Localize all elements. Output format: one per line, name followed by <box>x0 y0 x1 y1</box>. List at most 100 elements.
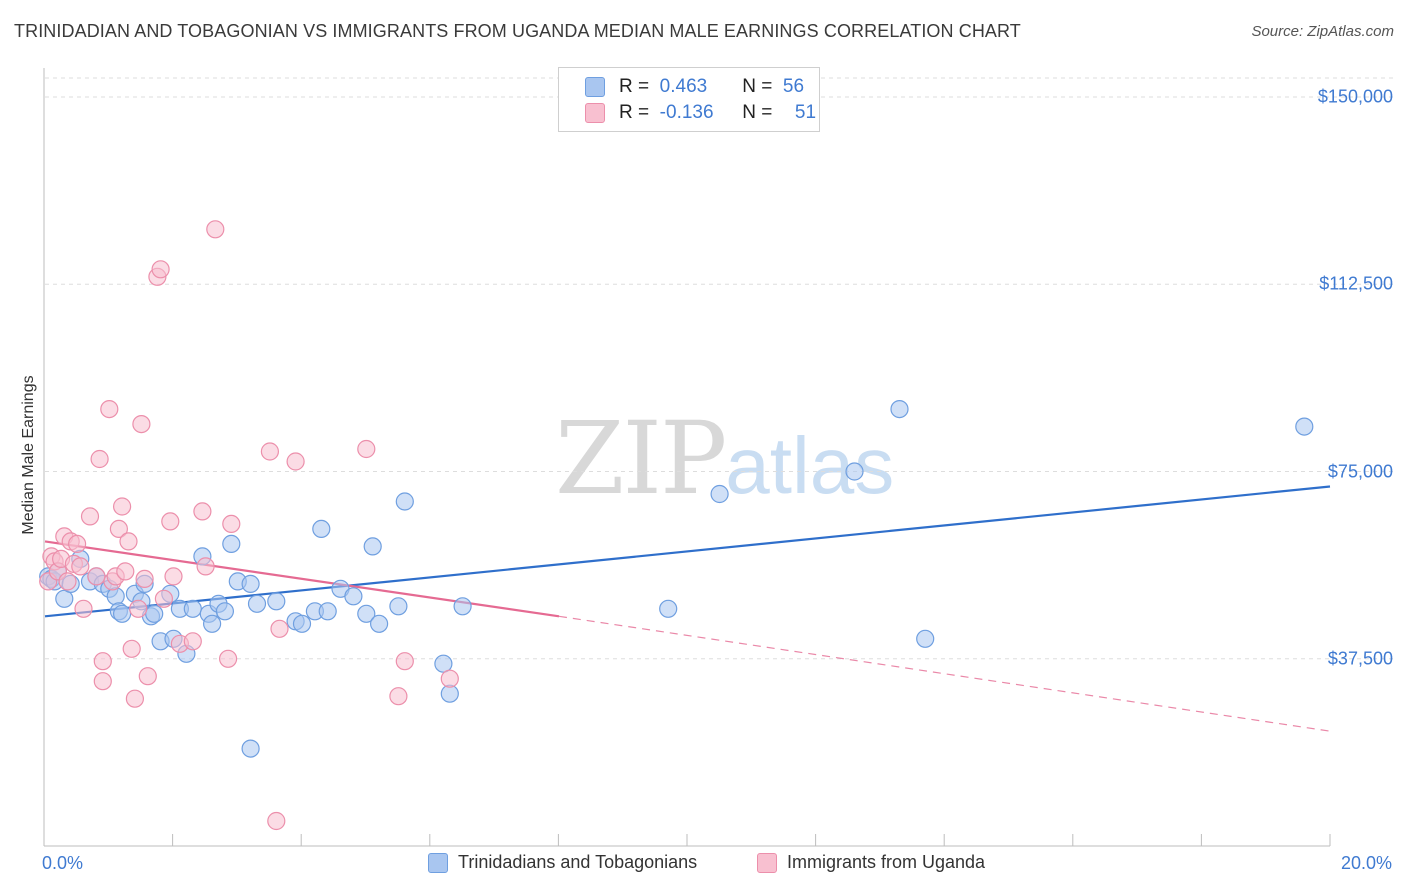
point-trinidadian-27 <box>203 614 222 633</box>
point-trinidadian-49 <box>453 597 472 616</box>
legend-label-uganda: Immigrants from Uganda <box>787 852 986 872</box>
point-uganda-16 <box>93 672 112 691</box>
n-label: N = <box>742 76 773 97</box>
point-uganda-46 <box>357 439 376 459</box>
y-tick-label-0: $37,500 <box>1327 648 1393 669</box>
legend-swatch-trinidadian <box>428 852 448 873</box>
point-uganda-28 <box>135 569 154 589</box>
axes <box>43 68 1331 847</box>
point-trinidadian-29 <box>215 602 234 621</box>
watermark-zip: ZIP <box>555 400 727 517</box>
point-trinidadian-45 <box>389 597 408 616</box>
r-value: 0.463 <box>659 76 708 97</box>
point-uganda-9 <box>67 534 87 554</box>
point-uganda-6 <box>58 572 77 591</box>
n-value: 56 <box>782 76 805 97</box>
point-uganda-20 <box>109 519 129 539</box>
point-trinidadian-46 <box>395 492 414 511</box>
point-trinidadian-36 <box>292 614 312 633</box>
legend-swatch-uganda <box>757 852 777 873</box>
point-uganda-49 <box>440 669 459 688</box>
point-uganda-17 <box>100 400 119 419</box>
point-uganda-40 <box>219 649 238 668</box>
y-tick-label-1: $75,000 <box>1327 461 1393 481</box>
point-uganda-29 <box>138 667 157 686</box>
point-uganda-22 <box>116 562 135 581</box>
watermark-atlas: atlas <box>725 421 895 510</box>
point-trinidadian-55 <box>916 629 935 648</box>
point-trinidadian-13 <box>112 604 132 623</box>
point-trinidadian-53 <box>845 462 864 481</box>
point-uganda-38 <box>196 557 215 576</box>
point-uganda-39 <box>206 220 225 239</box>
point-uganda-21 <box>112 497 132 516</box>
point-trinidadian-41 <box>344 587 363 606</box>
point-uganda-24 <box>122 639 141 658</box>
point-trinidadian-24 <box>183 599 202 618</box>
legend-row-trinidadian: R = 0.463 N = 56 <box>585 75 804 99</box>
point-trinidadian-18 <box>145 604 164 623</box>
legend-swatch-uganda <box>585 103 605 123</box>
source-credit: Source: ZipAtlas.com <box>1251 23 1394 40</box>
watermark: ZIPatlas <box>555 400 894 517</box>
trend-lines <box>44 485 1331 732</box>
point-uganda-45 <box>286 452 305 471</box>
point-uganda-42 <box>260 442 279 461</box>
series-legend: Trinidadians and Tobagonians Immigrants … <box>0 852 1406 876</box>
point-trinidadian-11 <box>106 587 125 606</box>
point-trinidadian-51 <box>659 599 678 618</box>
correlation-legend: R = 0.463 N = 56 R = -0.136 N = 51 <box>558 67 820 132</box>
point-uganda-13 <box>87 567 106 586</box>
point-trinidadian-42 <box>357 604 376 623</box>
point-uganda-26 <box>129 599 148 618</box>
legend-label-trinidadian: Trinidadians and Tobagonians <box>458 852 698 872</box>
point-trinidadian-30 <box>222 534 241 554</box>
point-uganda-33 <box>161 512 180 531</box>
point-uganda-31 <box>151 260 170 279</box>
point-trinidadian-54 <box>890 400 909 419</box>
point-uganda-34 <box>164 567 183 586</box>
point-trinidadian-34 <box>267 592 286 611</box>
point-uganda-15 <box>93 652 112 671</box>
point-uganda-43 <box>267 811 286 831</box>
point-uganda-23 <box>119 532 138 551</box>
r-label: R = <box>619 76 650 97</box>
point-trinidadian-33 <box>247 594 267 613</box>
point-uganda-36 <box>183 632 202 651</box>
point-trinidadian-32 <box>241 574 260 594</box>
y-axis-label: Median Male Earnings <box>20 375 37 535</box>
legend-row-uganda: R = -0.136 N = 51 <box>585 101 816 125</box>
point-uganda-10 <box>71 557 90 576</box>
point-trinidadian-52 <box>710 484 729 504</box>
point-trinidadian-47 <box>434 654 453 673</box>
point-trinidadian-43 <box>363 537 382 556</box>
x-tick-label-1: 20.0% <box>1340 853 1392 873</box>
legend-item-trinidadian[interactable]: Trinidadians and Tobagonians <box>428 852 697 873</box>
point-uganda-11 <box>74 599 93 618</box>
x-tick-label-0: 0.0% <box>42 853 84 873</box>
point-trinidadian-44 <box>370 614 389 633</box>
point-uganda-12 <box>80 507 100 526</box>
point-trinidadian-38 <box>312 519 331 539</box>
point-uganda-47 <box>389 687 408 706</box>
y-tick-label-2: $112,500 <box>1319 273 1393 294</box>
chart-title: TRINIDADIAN AND TOBAGONIAN VS IMMIGRANTS… <box>14 21 1021 41</box>
data-points <box>39 220 1314 831</box>
legend-item-uganda[interactable]: Immigrants from Uganda <box>757 852 985 873</box>
point-uganda-48 <box>395 652 414 671</box>
n-value: 51 <box>794 102 817 123</box>
point-trinidadian-56 <box>1295 417 1314 436</box>
legend-swatch-trinidadian <box>585 77 605 97</box>
point-trinidadian-50 <box>241 739 260 758</box>
point-uganda-14 <box>90 449 109 469</box>
point-trinidadian-39 <box>318 602 337 621</box>
trend-extension-uganda <box>558 615 1331 732</box>
point-uganda-37 <box>193 502 212 521</box>
r-value: -0.136 <box>659 102 714 123</box>
r-label: R = <box>619 102 650 123</box>
point-uganda-32 <box>154 589 173 608</box>
trend-line-uganda <box>44 540 560 618</box>
y-tick-label-3: $150,000 <box>1317 86 1393 107</box>
trend-line-trinidadian <box>44 485 1331 618</box>
